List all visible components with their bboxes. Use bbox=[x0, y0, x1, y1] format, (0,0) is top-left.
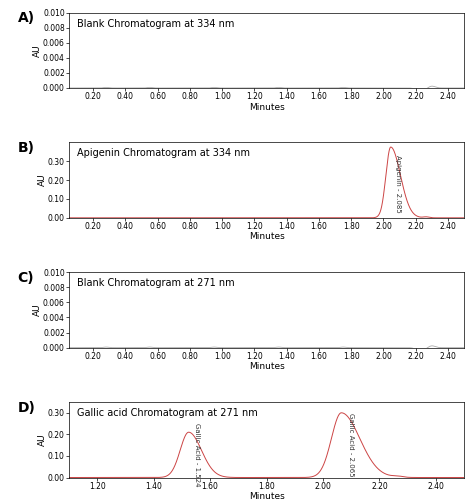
Text: Blank Chromatogram at 334 nm: Blank Chromatogram at 334 nm bbox=[77, 18, 234, 28]
X-axis label: Minutes: Minutes bbox=[248, 362, 285, 371]
X-axis label: Minutes: Minutes bbox=[248, 232, 285, 241]
Text: Gallic Acid - 2.065: Gallic Acid - 2.065 bbox=[347, 414, 354, 477]
Text: A): A) bbox=[18, 11, 35, 25]
Text: B): B) bbox=[18, 141, 35, 155]
Y-axis label: AU: AU bbox=[38, 434, 47, 446]
Text: C): C) bbox=[18, 270, 34, 284]
Y-axis label: AU: AU bbox=[32, 44, 41, 56]
X-axis label: Minutes: Minutes bbox=[248, 492, 285, 500]
Y-axis label: AU: AU bbox=[38, 174, 47, 186]
Y-axis label: AU: AU bbox=[32, 304, 41, 316]
Text: D): D) bbox=[18, 400, 36, 414]
Text: Apigenin Chromatogram at 334 nm: Apigenin Chromatogram at 334 nm bbox=[77, 148, 250, 158]
Text: Gallic Acid - 1.524: Gallic Acid - 1.524 bbox=[194, 423, 200, 486]
Text: Apigenin - 2.085: Apigenin - 2.085 bbox=[395, 155, 401, 212]
Text: Blank Chromatogram at 271 nm: Blank Chromatogram at 271 nm bbox=[77, 278, 235, 288]
X-axis label: Minutes: Minutes bbox=[248, 102, 285, 112]
Text: Gallic acid Chromatogram at 271 nm: Gallic acid Chromatogram at 271 nm bbox=[77, 408, 258, 418]
